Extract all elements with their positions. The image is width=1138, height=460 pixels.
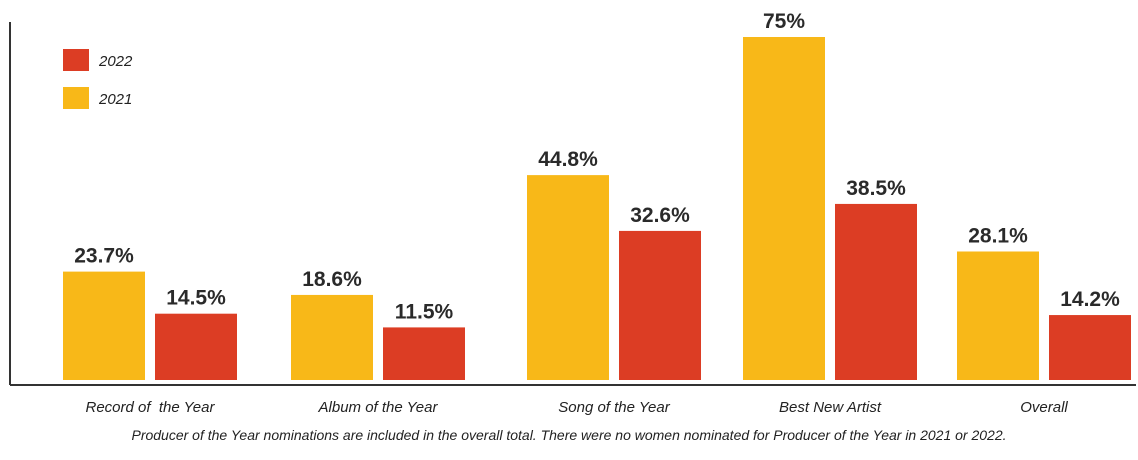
legend-label-2022: 2022 — [98, 53, 133, 70]
category-label-best-new-artist: Best New Artist — [779, 399, 882, 416]
legend-label-2021: 2021 — [98, 91, 132, 108]
bar-best-new-artist-2022 — [835, 203, 917, 380]
bar-album-of-the-year-2022 — [383, 327, 465, 380]
value-label-song-of-the-year-2021: 44.8% — [538, 148, 598, 171]
category-label-album-of-the-year: Album of the Year — [318, 399, 439, 416]
bar-record-of-the-year-2022 — [155, 313, 237, 380]
value-label-record-of-the-year-2021: 23.7% — [74, 245, 134, 268]
value-label-album-of-the-year-2022: 11.5% — [395, 300, 454, 323]
legend-swatch-2022 — [63, 49, 89, 71]
bar-best-new-artist-2021 — [743, 37, 825, 380]
bar-overall-2022 — [1049, 315, 1131, 380]
value-label-record-of-the-year-2022: 14.5% — [166, 287, 226, 310]
category-label-record-of-the-year: Record of the Year — [86, 399, 216, 416]
bar-overall-2021 — [957, 251, 1039, 380]
value-label-overall-2022: 14.2% — [1060, 288, 1120, 311]
bar-song-of-the-year-2021 — [527, 175, 609, 380]
category-label-overall: Overall — [1020, 399, 1068, 416]
bar-album-of-the-year-2021 — [291, 294, 373, 380]
legend-swatch-2021 — [63, 87, 89, 109]
value-label-overall-2021: 28.1% — [968, 224, 1028, 247]
bar-song-of-the-year-2022 — [619, 230, 701, 380]
value-labels: 23.7% 14.5% 18.6% 11.5% 44.8% 32.6% 75% 38.5% 28… — [74, 10, 1120, 323]
bars — [63, 37, 1131, 380]
value-label-album-of-the-year-2021: 18.6% — [302, 268, 362, 291]
category-labels: Record of the Year Album of the Year Song … — [86, 399, 1069, 416]
value-label-best-new-artist-2022: 38.5% — [846, 177, 906, 200]
value-label-song-of-the-year-2022: 32.6% — [630, 204, 690, 227]
value-label-best-new-artist-2021: 75% — [763, 10, 805, 33]
bar-record-of-the-year-2021 — [63, 271, 145, 380]
chart-footnote: Producer of the Year nominations are inc… — [131, 427, 1007, 443]
category-label-song-of-the-year: Song of the Year — [558, 399, 670, 416]
legend: 2022 2021 — [63, 49, 133, 109]
